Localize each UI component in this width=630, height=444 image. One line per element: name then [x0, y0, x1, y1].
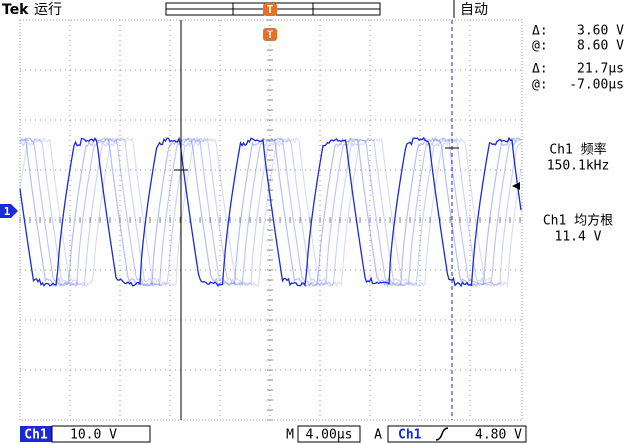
cursor-value: 8.60 V [577, 39, 624, 54]
cursor-label: Δ: [532, 62, 548, 77]
cursor-label: @: [532, 39, 548, 54]
graticule [19, 19, 522, 421]
measurement-label: Ch1 均方根 [543, 213, 613, 229]
cursor-value: 3.60 V [577, 24, 624, 39]
trigger-label: A [374, 428, 382, 443]
channel-badge [20, 426, 52, 442]
waveform [19, 136, 522, 288]
trigger-source: Ch1 [398, 428, 422, 443]
waveform-trace [19, 136, 522, 288]
time-scale: 4.00μs [306, 428, 353, 443]
trigger-level-marker [512, 182, 520, 190]
trigger-marker [263, 3, 277, 16]
measurement-value: 150.1kHz [547, 159, 610, 174]
channel: Ch1 [24, 428, 48, 443]
waveform-trace [19, 137, 522, 288]
trigger-slope [435, 427, 449, 441]
cursor-label: @: [532, 78, 548, 93]
waveform-trace [19, 136, 522, 288]
scale-box [51, 425, 151, 443]
trigger-marker-label: T [267, 3, 274, 16]
measurement-value: 11.4 V [555, 230, 602, 245]
trigger-box [387, 425, 527, 443]
cursor-value: 21.7μs [577, 62, 624, 77]
trigger-mode: 自动 [460, 2, 488, 18]
vertical-scale: 10.0 V [70, 428, 117, 443]
run-status: 运行 [34, 2, 62, 18]
graticule-border [19, 19, 523, 421]
measurement-label: Ch1 频率 [549, 142, 606, 158]
waveform-trace [19, 136, 522, 288]
time-label: M [286, 428, 294, 443]
cursor-value: -7.00μs [569, 78, 624, 93]
trigger-position [263, 28, 277, 41]
channel-marker [0, 204, 18, 218]
trigger-position-label: T [267, 28, 274, 41]
waveform-trace [19, 136, 522, 288]
channel-marker-label: 1 [4, 205, 11, 218]
time-box [297, 425, 361, 443]
cursor-label: Δ: [532, 24, 548, 39]
brand: Tek [2, 2, 29, 18]
trigger-level: 4.80 V [475, 428, 522, 443]
